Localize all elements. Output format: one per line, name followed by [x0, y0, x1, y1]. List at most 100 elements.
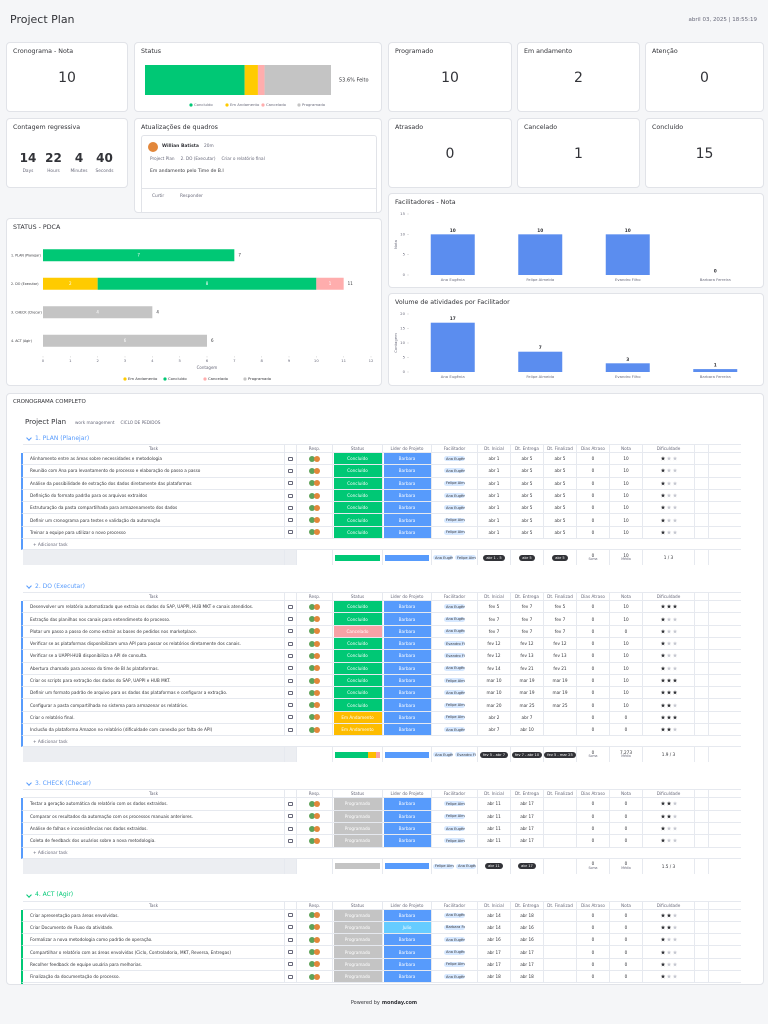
update-action[interactable]: Curtir: [152, 194, 165, 199]
status[interactable]: Programado: [333, 934, 383, 946]
task-name[interactable]: Compartilhar o relatório com as áreas en…: [23, 946, 285, 958]
status[interactable]: Concluído: [333, 650, 383, 662]
project-leader[interactable]: Barbara: [383, 453, 432, 465]
status[interactable]: Programado: [333, 810, 383, 822]
status[interactable]: Concluído: [333, 613, 383, 625]
project-leader[interactable]: Barbara: [383, 724, 432, 736]
project-leader[interactable]: Barbara: [383, 465, 432, 477]
status[interactable]: Programado: [333, 946, 383, 958]
add-column[interactable]: [695, 445, 709, 452]
update-icon[interactable]: [285, 625, 297, 637]
task-name[interactable]: Recolher feedback de equipe usuária para…: [23, 958, 285, 971]
update-icon[interactable]: [285, 958, 297, 971]
task-name[interactable]: Definir um cronograma para testes e vali…: [23, 514, 285, 526]
breadcrumb-item[interactable]: CICLO DE PEDIDOS: [120, 420, 161, 425]
task-name[interactable]: Formalizar a nova metodologia como padrã…: [23, 934, 285, 946]
update-icon[interactable]: [285, 601, 297, 613]
update-icon[interactable]: [285, 835, 297, 847]
task-name[interactable]: Criar Documento de Fluxo da atividade.: [23, 921, 285, 934]
update-icon[interactable]: [285, 502, 297, 514]
project-leader[interactable]: Barbara: [383, 514, 432, 526]
project-leader[interactable]: Barbara: [383, 650, 432, 662]
update-icon[interactable]: [285, 946, 297, 958]
task-name[interactable]: Estruturação da pasta compartilhada para…: [23, 502, 285, 514]
project-leader[interactable]: Barbara: [383, 835, 432, 847]
task-name[interactable]: Definir um formato padrão de arquivo par…: [23, 687, 285, 699]
add-column[interactable]: [695, 593, 709, 601]
status[interactable]: Programado: [333, 835, 383, 847]
update-icon[interactable]: [285, 613, 297, 625]
status[interactable]: Concluído: [333, 502, 383, 514]
status[interactable]: Concluído: [333, 465, 383, 477]
project-leader[interactable]: Barbara: [383, 687, 432, 699]
project-leader[interactable]: Julio: [383, 921, 432, 934]
project-leader[interactable]: Barbara: [383, 711, 432, 724]
add-task[interactable]: + Adicionar task: [21, 539, 741, 551]
project-leader[interactable]: Barbara: [383, 934, 432, 946]
task-name[interactable]: Criar os scripts para extração dos dados…: [23, 674, 285, 687]
task-name[interactable]: Alinhamento entre as áreas sobre necessi…: [23, 453, 285, 465]
group-title[interactable]: 4. ACT (Agir): [21, 889, 741, 901]
update-icon[interactable]: [285, 699, 297, 711]
task-name[interactable]: Análise da possibilidade de extração dos…: [23, 477, 285, 489]
task-name[interactable]: Inclusão da plataforma Amazon no relatór…: [23, 724, 285, 736]
update-icon[interactable]: [285, 477, 297, 489]
status[interactable]: Concluído: [333, 674, 383, 687]
project-leader[interactable]: Barbara: [383, 699, 432, 711]
add-task[interactable]: + Adicionar task: [21, 983, 741, 984]
status[interactable]: Em Andamento: [333, 724, 383, 736]
status[interactable]: Programado: [333, 798, 383, 810]
update-icon[interactable]: [285, 637, 297, 650]
status[interactable]: Programado: [333, 958, 383, 971]
update-icon[interactable]: [285, 453, 297, 465]
update-icon[interactable]: [285, 798, 297, 810]
status[interactable]: Programado: [333, 921, 383, 934]
breadcrumb-item[interactable]: work management: [75, 420, 115, 425]
task-name[interactable]: Criar apresentação para áreas envolvidas…: [23, 909, 285, 921]
project-leader[interactable]: Barbara: [383, 798, 432, 810]
task-name[interactable]: Análise de falhas e inconsistências nos …: [23, 822, 285, 835]
update-icon[interactable]: [285, 687, 297, 699]
update-icon[interactable]: [285, 810, 297, 822]
task-name[interactable]: Definição do formato padrão para os arqu…: [23, 489, 285, 502]
status[interactable]: Programado: [333, 971, 383, 983]
update-icon[interactable]: [285, 662, 297, 674]
update-icon[interactable]: [285, 971, 297, 983]
project-leader[interactable]: Barbara: [383, 674, 432, 687]
project-leader[interactable]: Barbara: [383, 946, 432, 958]
task-name[interactable]: Criar o relatório final.: [23, 711, 285, 724]
project-leader[interactable]: Barbara: [383, 810, 432, 822]
task-name[interactable]: Configurar a pasta compartilhada no sist…: [23, 699, 285, 711]
add-column[interactable]: [695, 901, 709, 909]
status[interactable]: Concluído: [333, 489, 383, 502]
status[interactable]: Concluído: [333, 699, 383, 711]
update-action[interactable]: Responder: [180, 194, 203, 199]
task-name[interactable]: Plotar um passo a passo de como extrair …: [23, 625, 285, 637]
project-leader[interactable]: Barbara: [383, 613, 432, 625]
update-icon[interactable]: [285, 489, 297, 502]
status[interactable]: Concluído: [333, 637, 383, 650]
update-icon[interactable]: [285, 650, 297, 662]
task-name[interactable]: Verificar se as plataformas disponibiliz…: [23, 637, 285, 650]
update-icon[interactable]: [285, 514, 297, 526]
project-leader[interactable]: Barbara: [383, 909, 432, 921]
task-name[interactable]: Verificar se a UAPPI-HUB disponibiliza a…: [23, 650, 285, 662]
update-icon[interactable]: [285, 674, 297, 687]
update-icon[interactable]: [285, 822, 297, 835]
task-name[interactable]: Coleta de feedback dos usuários sobre a …: [23, 835, 285, 847]
status[interactable]: Concluído: [333, 477, 383, 489]
status[interactable]: Concluído: [333, 662, 383, 674]
update-icon[interactable]: [285, 921, 297, 934]
add-column[interactable]: [695, 790, 709, 798]
update-icon[interactable]: [285, 711, 297, 724]
project-leader[interactable]: Barbara: [383, 526, 432, 539]
task-name[interactable]: Treinar a equipe para utilizar o novo pr…: [23, 526, 285, 539]
project-leader[interactable]: Barbara: [383, 601, 432, 613]
group-title[interactable]: 2. DO (Executar): [21, 580, 741, 592]
project-leader[interactable]: Barbara: [383, 489, 432, 502]
status[interactable]: Concluído: [333, 601, 383, 613]
project-leader[interactable]: Barbara: [383, 958, 432, 971]
add-task[interactable]: + Adicionar task: [21, 847, 741, 859]
status[interactable]: Concluído: [333, 453, 383, 465]
status[interactable]: Concluído: [333, 687, 383, 699]
